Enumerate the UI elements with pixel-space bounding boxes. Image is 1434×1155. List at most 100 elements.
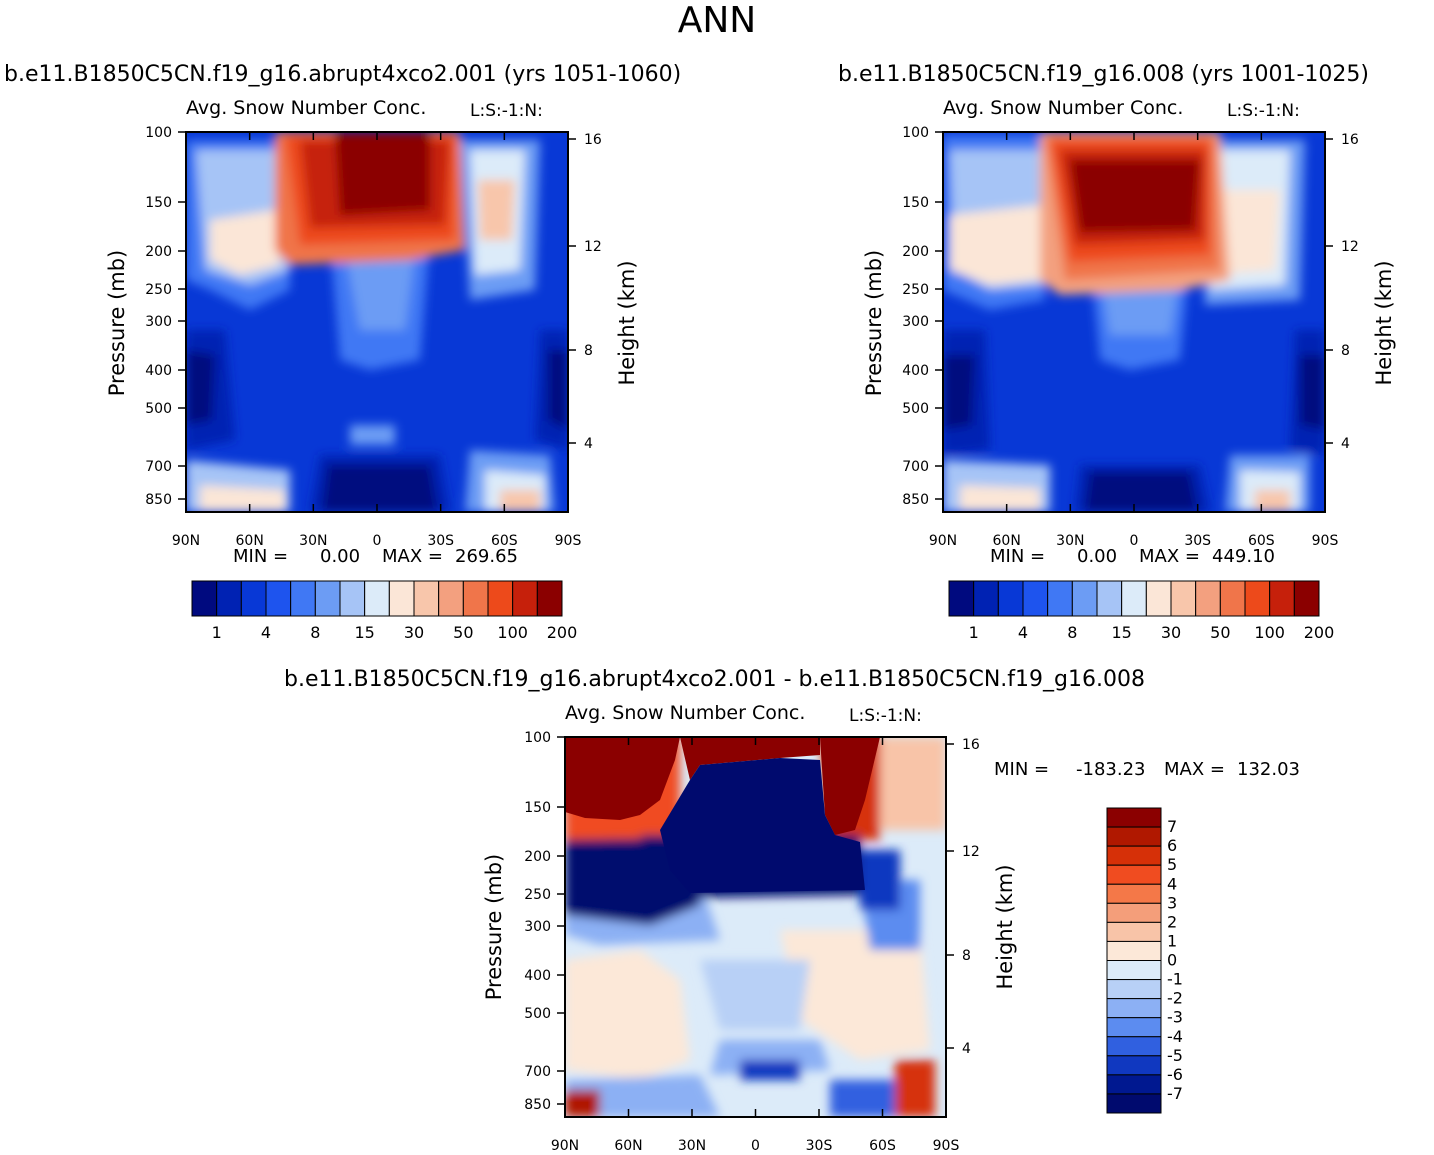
plot2-colorbar-swatch [1145, 580, 1172, 617]
plot2-ytick-label: 150 [902, 195, 929, 211]
plot2-min-label: MIN = [990, 546, 1046, 567]
plot2-xtick-label: 30S [1184, 533, 1211, 549]
plot3-colorbar-label: 5 [1167, 855, 1177, 874]
plot3-colorbar-swatch [1106, 1093, 1162, 1114]
plot1-subtitle: L:S:-1:N: [470, 101, 543, 121]
plot1-colorbar-swatch [240, 580, 267, 617]
plot2-ytick-label: 200 [902, 244, 929, 260]
plot1-colorbar-swatch [536, 580, 563, 617]
plot2-min-value: 0.00 [1077, 546, 1118, 567]
plot3-xtick-label: 0 [751, 1138, 760, 1154]
plot1-xtick-label: 30S [427, 533, 454, 549]
plot3-colorbar-swatch [1106, 979, 1162, 1000]
plot3-colorbar-label: -3 [1167, 1008, 1183, 1027]
plot1-colorbar-swatch [290, 580, 316, 617]
plot3-colorbar-label: -2 [1167, 989, 1183, 1008]
plot1-ytick-label: 700 [145, 459, 172, 475]
plot3-colorbar-swatch [1106, 883, 1162, 904]
plot2-colorbar-label: 200 [1304, 623, 1335, 642]
plot1-colorbar-label: 200 [547, 623, 578, 642]
plot1-colorbar-swatch [191, 580, 218, 617]
plot1-min-label: MIN = [233, 546, 289, 567]
plot1-colorbar-swatch [314, 580, 341, 617]
plot2-ytick-label: 100 [902, 125, 929, 141]
plot1-contour-field [186, 132, 568, 512]
plot3-xtick-label: 30N [678, 1138, 706, 1154]
plot3-ytick-label: 300 [524, 919, 551, 935]
chart-marks: 90N 60N 30N 0 30S 60S 90S100150200250300400500… [145, 125, 1359, 1154]
plot2-xtick-label: 90S [1312, 533, 1339, 549]
plot2-colorbar-label: 8 [1067, 623, 1077, 642]
plot2-ytick-label: 400 [902, 363, 929, 379]
plot3-ytick-label: 100 [524, 730, 551, 746]
plot2-ytick-label: 850 [902, 492, 929, 508]
plot3-ytick-label: 500 [524, 1006, 551, 1022]
plot2-xtick-label: 60S [1248, 533, 1275, 549]
plot1-xtick-label: 60N [236, 533, 264, 549]
plot3-colorbar-label: 7 [1167, 817, 1177, 836]
plot3-y2tick-label: 12 [962, 844, 980, 860]
plot3-ytick-label: 200 [524, 849, 551, 865]
plot1-colorbar-swatch [388, 580, 415, 617]
plot1-colorbar-swatch [364, 580, 390, 617]
plot1-ytick-label: 100 [145, 125, 172, 141]
plot2-colorbar-swatch [1244, 580, 1271, 617]
plot1-ytick-label: 500 [145, 401, 172, 417]
plot2-colorbar-label: 50 [1210, 623, 1230, 642]
plot1-colorbar-swatch [512, 580, 538, 617]
plot2-y2tick-label: 12 [1341, 239, 1359, 255]
plot1-ytick-label: 150 [145, 195, 172, 211]
plot3-colorbar-label: 2 [1167, 912, 1177, 931]
plot3-colorbar-swatch [1106, 1055, 1162, 1076]
plot2-colorbar-swatch [1096, 580, 1123, 617]
plot2-colorbar-swatch [1071, 580, 1098, 617]
plot1-colorbar-swatch [265, 580, 292, 617]
plot2-colorbar-swatch [1022, 580, 1049, 617]
plot3-contour-field [565, 737, 946, 1117]
plot1-xtick-label: 30N [299, 533, 327, 549]
plot1-colorbar-label: 100 [497, 623, 528, 642]
plot2-xtick-label: 90N [929, 533, 957, 549]
plot1-case-title: b.e11.B1850C5CN.f19_g16.abrupt4xco2.001 … [4, 62, 682, 87]
plot1-colorbar-swatch [413, 580, 440, 617]
plot2-max-label: MAX = [1139, 546, 1200, 567]
plot2-colorbar-swatch [948, 580, 975, 617]
plot3-colorbar-swatch [1106, 960, 1162, 981]
plot1-colorbar-swatch [339, 580, 366, 617]
plot3-colorbar-swatch [1106, 940, 1162, 961]
plot3-ytick-label: 400 [524, 968, 551, 984]
plot2-variable-title: Avg. Snow Number Conc. [943, 97, 1184, 119]
plot1-ytick-label: 300 [145, 314, 172, 330]
plot3-max-label: MAX = [1164, 759, 1225, 780]
plot2-colorbar-label: 1 [969, 623, 979, 642]
plot1-colorbar-label: 4 [261, 623, 271, 642]
plot1-xtick-label: 90S [555, 533, 582, 549]
plot2-y2tick-label: 16 [1341, 132, 1359, 148]
plot3-xtick-label: 90S [933, 1138, 960, 1154]
plot1-xtick-label: 90N [172, 533, 200, 549]
plot3-xtick-label: 90N [551, 1138, 579, 1154]
plot3-colorbar-label: 0 [1167, 951, 1177, 970]
plot3-ytick-label: 150 [524, 800, 551, 816]
plot3-ytick-label: 250 [524, 887, 551, 903]
plot1-variable-title: Avg. Snow Number Conc. [186, 97, 427, 119]
plot2-colorbar-swatch [1219, 580, 1246, 617]
plot2-ytick-label: 700 [902, 459, 929, 475]
plot3-colorbar-label: -6 [1167, 1065, 1183, 1084]
plot1-ytick-label: 200 [145, 244, 172, 260]
plot1-colorbar-label: 50 [453, 623, 473, 642]
plot3-colorbar-swatch [1106, 807, 1162, 828]
plot3-xtick-label: 60N [614, 1138, 642, 1154]
plot3-colorbar-swatch [1106, 1074, 1162, 1095]
plot2-colorbar-label: 4 [1018, 623, 1028, 642]
plot1-ytick-label: 850 [145, 492, 172, 508]
plot2-colorbar-swatch [1269, 580, 1295, 617]
plot3-colorbar-label: 4 [1167, 874, 1177, 893]
plot2-colorbar-label: 100 [1254, 623, 1285, 642]
plot3-variable-title: Avg. Snow Number Conc. [565, 702, 806, 724]
plot3-colorbar-swatch [1106, 1036, 1162, 1057]
plot1-y2tick-label: 12 [584, 239, 602, 255]
plot3-colorbar-swatch [1106, 826, 1162, 847]
plot2-colorbar-swatch [1170, 580, 1197, 617]
plot3-y2tick-label: 8 [962, 948, 971, 964]
